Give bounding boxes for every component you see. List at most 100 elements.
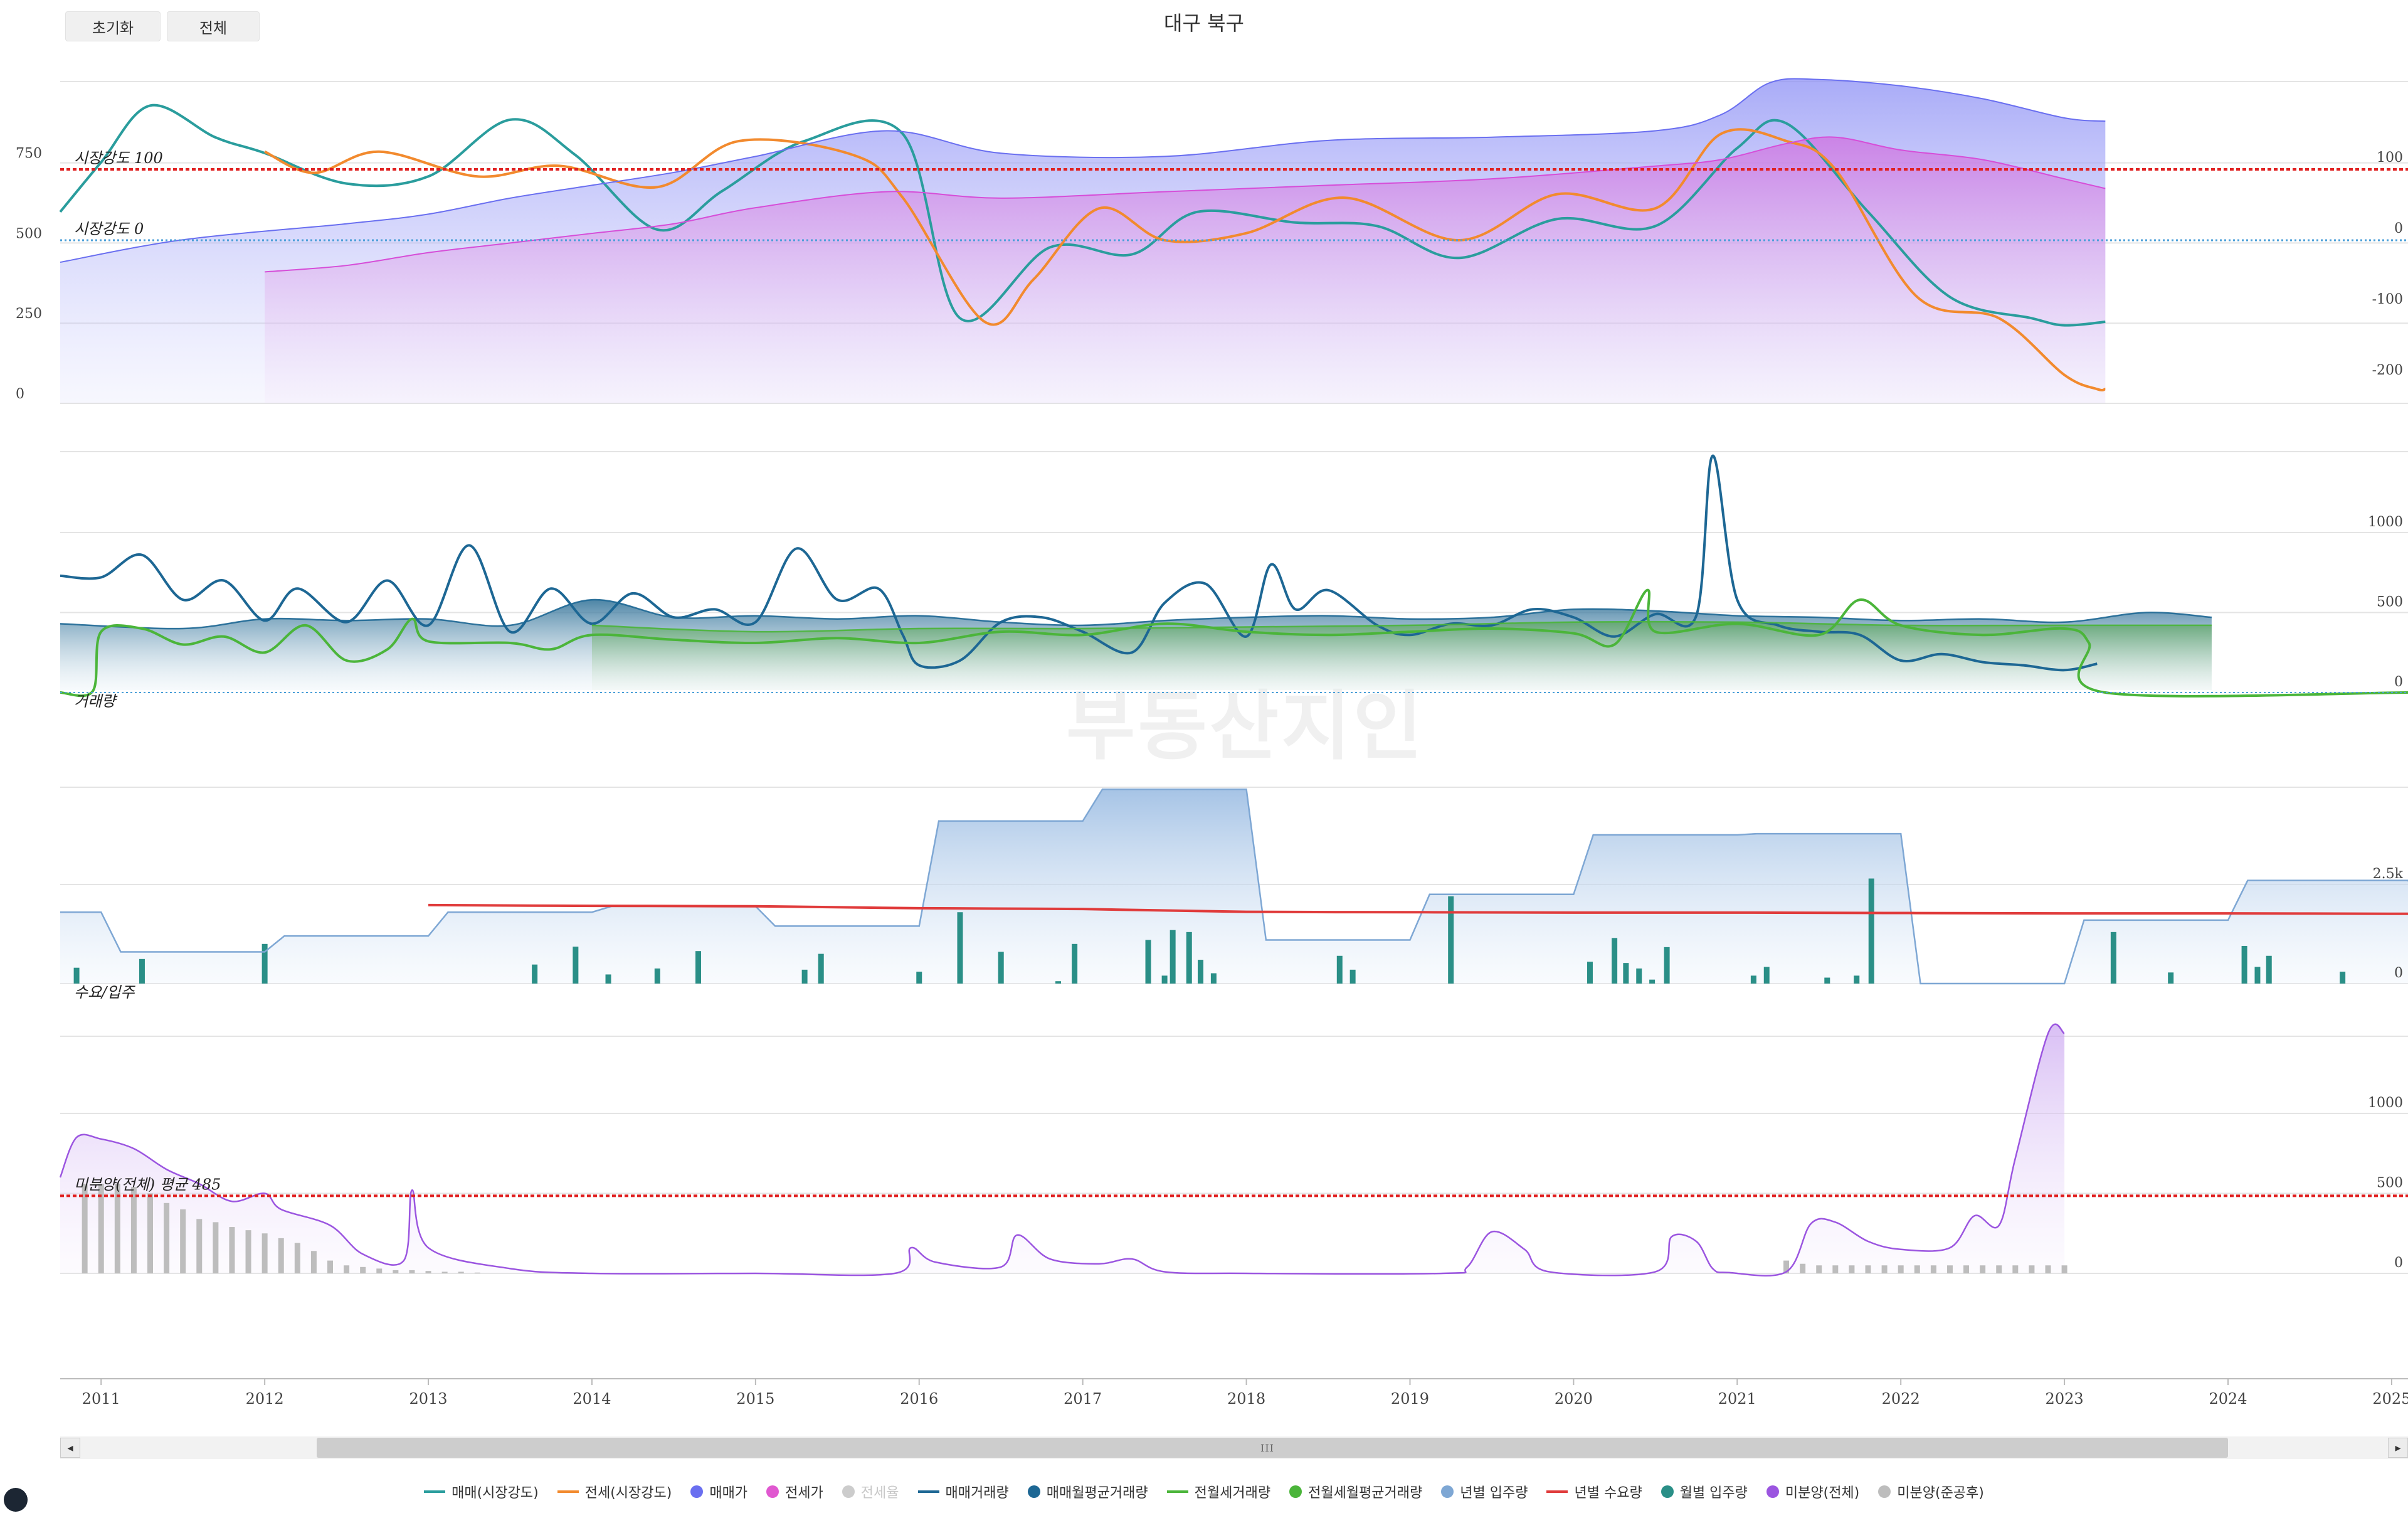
series-미분양-전체--line <box>59 1023 2065 1276</box>
reset-button[interactable]: 초기화 <box>65 11 161 41</box>
legend-label: 매매가 <box>709 1485 748 1501</box>
bar-monthly-supply <box>957 912 963 984</box>
y-left-tick-label: 0 <box>16 386 24 402</box>
bar-monthly-supply <box>1448 896 1454 984</box>
x-tick-label: 2017 <box>1064 1390 1102 1408</box>
legend-item-미분양-준공후-[interactable]: 미분양(준공후) <box>1878 1482 1984 1502</box>
bar-unsold-completed <box>196 1219 203 1273</box>
bar-unsold-completed <box>2061 1265 2067 1273</box>
series-전세가-area <box>265 137 2106 403</box>
legend-item-매매가[interactable]: 매매가 <box>690 1482 747 1502</box>
bar-unsold-completed <box>130 1187 137 1273</box>
bar-unsold-completed <box>229 1227 235 1273</box>
legend-line-icon <box>424 1490 446 1493</box>
legend-label: 전월세거래량 <box>1194 1485 1271 1501</box>
bar-unsold-completed <box>1946 1265 1953 1273</box>
series-매매가-line <box>60 78 2106 263</box>
legend-item-매매월평균거래량[interactable]: 매매월평균거래량 <box>1027 1482 1148 1502</box>
bar-monthly-supply <box>605 974 611 984</box>
legend-dot-icon <box>1027 1485 1040 1498</box>
bar-monthly-supply <box>1055 981 1062 984</box>
scroll-left-arrow[interactable]: ◂ <box>60 1438 80 1458</box>
x-tick-label: 2016 <box>900 1390 938 1408</box>
y-right-tick-label: 0 <box>2394 221 2403 236</box>
legend-label: 년별 입주량 <box>1460 1485 1528 1501</box>
bar-unsold-completed <box>344 1265 350 1273</box>
bar-unsold-completed <box>1849 1265 1855 1273</box>
legend-item-전세율[interactable]: 전세율 <box>842 1482 899 1502</box>
x-tick-label: 2025 <box>2372 1390 2408 1408</box>
legend-line-icon <box>1546 1490 1568 1493</box>
x-tick-label: 2015 <box>736 1390 774 1408</box>
legend-dot-icon <box>1441 1485 1454 1498</box>
bar-monthly-supply <box>532 964 538 984</box>
legend-item-년별-수요량[interactable]: 년별 수요량 <box>1546 1482 1642 1502</box>
bar-monthly-supply <box>2168 972 2174 984</box>
legend-item-매매-시장강도-[interactable]: 매매(시장강도) <box>424 1482 539 1502</box>
bar-unsold-completed <box>1980 1265 1986 1273</box>
bar-unsold-completed <box>147 1193 153 1273</box>
legend-item-매매거래량[interactable]: 매매거래량 <box>917 1482 1009 1502</box>
legend-item-전월세거래량[interactable]: 전월세거래량 <box>1166 1482 1271 1502</box>
reference-line-label: 시장강도 0 <box>74 220 144 238</box>
bar-unsold-completed <box>1832 1265 1839 1273</box>
legend-line-icon <box>1166 1490 1188 1493</box>
bar-unsold-completed <box>1865 1265 1871 1273</box>
bar-monthly-supply <box>916 972 922 984</box>
bar-monthly-supply <box>1587 962 1593 984</box>
series-전월세월평균거래량-area <box>591 622 2212 690</box>
scroll-right-arrow[interactable]: ▸ <box>2388 1438 2408 1458</box>
reference-line-label: 시장강도 100 <box>74 149 163 167</box>
bar-unsold-completed <box>2029 1265 2035 1273</box>
chart-title: 대구 북구 <box>1164 11 1244 35</box>
bar-monthly-supply <box>1145 940 1151 984</box>
bar-monthly-supply <box>818 953 824 984</box>
bar-monthly-supply <box>261 943 268 984</box>
panel-label: 거래량 <box>74 693 118 710</box>
bar-monthly-supply <box>1664 947 1670 984</box>
bar-monthly-supply <box>1349 969 1356 984</box>
y-right-tick-label: 0 <box>2394 965 2403 981</box>
bar-unsold-completed <box>425 1271 431 1273</box>
x-tick-label: 2019 <box>1391 1390 1429 1408</box>
bar-monthly-supply <box>801 969 808 984</box>
bar-unsold-completed <box>1914 1265 1920 1273</box>
legend-item-전세-시장강도-[interactable]: 전세(시장강도) <box>557 1482 672 1502</box>
bar-unsold-completed <box>1881 1265 1888 1273</box>
legend-dot-icon <box>766 1485 779 1498</box>
legend-label: 매매(시장강도) <box>452 1485 539 1501</box>
legend-label: 년별 수요량 <box>1574 1485 1642 1501</box>
legend-item-미분양-전체-[interactable]: 미분양(전체) <box>1766 1482 1859 1502</box>
bar-monthly-supply <box>1854 975 1860 984</box>
bar-unsold-completed <box>245 1230 251 1273</box>
legend-label: 월별 입주량 <box>1679 1485 1748 1501</box>
y-right-tick-label: 500 <box>2377 595 2403 610</box>
legend-item-전월세월평균거래량[interactable]: 전월세월평균거래량 <box>1289 1482 1422 1502</box>
legend-item-월별-입주량[interactable]: 월별 입주량 <box>1661 1482 1748 1502</box>
bar-monthly-supply <box>654 968 660 984</box>
bar-monthly-supply <box>1824 977 1830 984</box>
series-매매거래량 <box>60 454 2098 672</box>
legend-item-년별-입주량[interactable]: 년별 입주량 <box>1441 1482 1528 1502</box>
legend-label: 전세가 <box>785 1485 823 1501</box>
y-right-tick-label: -100 <box>2372 292 2403 307</box>
scrollbar-thumb[interactable] <box>317 1438 2228 1458</box>
legend-dot-icon <box>1289 1485 1302 1498</box>
legend-dot-icon <box>1661 1485 1674 1498</box>
bar-monthly-supply <box>1170 930 1176 984</box>
bar-monthly-supply <box>1186 932 1192 984</box>
bar-unsold-completed <box>409 1270 415 1273</box>
bar-unsold-completed <box>1783 1260 1790 1273</box>
series-전세가-line <box>265 136 2106 273</box>
bar-unsold-completed <box>164 1202 170 1273</box>
bar-unsold-completed <box>2012 1265 2019 1273</box>
bar-monthly-supply <box>1072 943 1078 984</box>
bar-monthly-supply <box>1198 960 1204 984</box>
show-all-button[interactable]: 전체 <box>167 11 260 41</box>
legend-dot-icon <box>690 1485 704 1498</box>
bar-unsold-completed <box>1816 1265 1822 1273</box>
site-logo-icon[interactable] <box>4 1488 28 1512</box>
bar-monthly-supply <box>1763 967 1770 984</box>
series-전월세월평균거래량-line <box>591 620 2212 633</box>
legend-item-전세가[interactable]: 전세가 <box>766 1482 823 1502</box>
